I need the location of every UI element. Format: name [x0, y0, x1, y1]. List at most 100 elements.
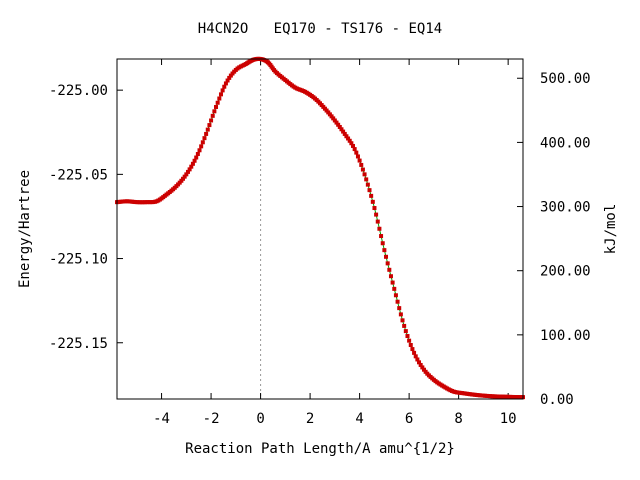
y-axis-label-right: kJ/mol [603, 204, 619, 255]
series-line [116, 58, 524, 398]
data-point [346, 136, 351, 141]
data-point [369, 193, 374, 198]
y-tick-label-left: -225.05 [49, 167, 108, 183]
data-point [200, 140, 205, 145]
data-point [384, 254, 389, 259]
data-point [388, 274, 393, 279]
data-point [192, 158, 197, 163]
data-point [212, 109, 217, 114]
data-point [215, 100, 220, 105]
data-point [360, 167, 365, 172]
data-point [367, 188, 372, 193]
y-tick-label-right: 200.00 [540, 264, 591, 280]
data-point [227, 75, 232, 80]
data-point [199, 144, 204, 149]
data-point [418, 362, 423, 367]
y-tick-label-right: 500.00 [540, 71, 591, 87]
x-tick-label: 4 [355, 411, 363, 427]
plot-area: -4 -2 0 2 4 6 8 10 -225.00 -225.05 -225.10 -225.15 5… [49, 56, 591, 427]
data-point [382, 248, 387, 253]
y-tick-label-right: 100.00 [540, 328, 591, 344]
data-point [202, 136, 207, 141]
x-tick-label: 8 [454, 411, 462, 427]
y-tick-label-right: 0.00 [540, 392, 574, 408]
data-point [375, 219, 380, 224]
data-point [390, 280, 395, 285]
plot-frame [116, 58, 524, 400]
y-axis-label-left: Energy/Hartree [17, 170, 33, 288]
data-point [354, 150, 359, 155]
data-point [209, 118, 214, 123]
data-point [207, 123, 212, 128]
data-point [421, 367, 426, 372]
data-point [364, 177, 369, 182]
data-point [210, 113, 215, 118]
data-point [223, 81, 228, 86]
data-point [220, 88, 225, 93]
data-point [387, 267, 392, 272]
data-point [359, 162, 364, 167]
x-tick-label: -4 [153, 411, 170, 427]
data-point [331, 116, 336, 121]
data-point [393, 293, 398, 298]
data-point [374, 212, 379, 217]
x-tick-label: 2 [306, 411, 314, 427]
y-tick-label-right: 300.00 [540, 200, 591, 216]
x-tick-label: 10 [500, 411, 517, 427]
data-point [398, 312, 403, 317]
x-axis-label: Reaction Path Length/A amu^{1/2} [185, 441, 455, 457]
data-point [377, 226, 382, 231]
data-point [400, 318, 405, 323]
data-point [337, 124, 342, 129]
data-point [187, 167, 192, 172]
data-point [194, 155, 199, 160]
data-point [342, 131, 347, 136]
data-point [204, 131, 209, 136]
x-tick-label: 6 [405, 411, 413, 427]
data-point [357, 158, 362, 163]
data-point [351, 143, 356, 148]
y-tick-label-right: 400.00 [540, 135, 591, 151]
data-point [370, 199, 375, 204]
data-point [420, 365, 425, 370]
data-point [417, 360, 422, 365]
data-point [380, 241, 385, 246]
data-point [408, 343, 413, 347]
data-point [218, 92, 223, 97]
data-point [336, 122, 341, 127]
data-point [339, 127, 344, 132]
x-tick-label: -2 [203, 411, 220, 427]
data-point [347, 138, 352, 143]
data-point [217, 96, 222, 101]
data-point [355, 154, 360, 159]
data-point [407, 338, 412, 343]
data-point [222, 84, 227, 89]
data-point [402, 323, 407, 328]
data-point [385, 261, 390, 266]
data-point [341, 129, 346, 134]
y-tick-label-left: -225.00 [49, 83, 108, 99]
data-point [392, 286, 397, 291]
data-point [225, 78, 230, 83]
data-point [362, 172, 367, 177]
data-point [195, 152, 200, 157]
x-tick-label: 0 [256, 411, 264, 427]
data-point [189, 164, 194, 169]
data-point [182, 174, 187, 179]
y-tick-label-left: -225.10 [49, 252, 108, 268]
data-point [329, 114, 334, 119]
data-point [185, 169, 190, 174]
data-point [214, 104, 219, 109]
chart-title: H4CN2O EQ170 - TS176 - EQ14 [198, 21, 442, 37]
y-tick-label-left: -225.15 [49, 336, 108, 352]
data-point [349, 141, 354, 146]
data-point [413, 354, 418, 359]
data-point [365, 182, 370, 187]
data-point [395, 299, 400, 304]
data-point [181, 176, 186, 181]
data-point [379, 234, 384, 239]
data-point [228, 73, 233, 78]
data-point [332, 118, 337, 123]
data-point [403, 329, 408, 334]
